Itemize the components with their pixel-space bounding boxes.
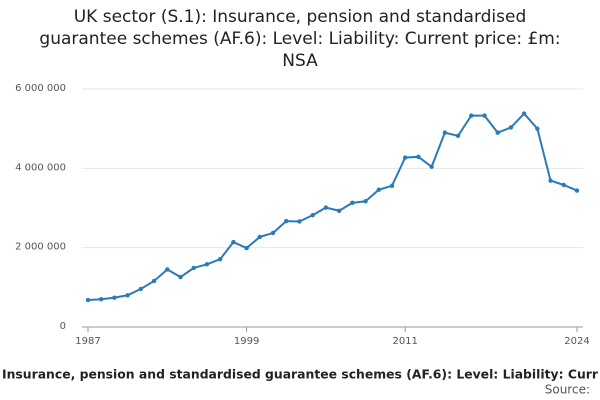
data-point [297, 219, 302, 224]
data-point [561, 182, 566, 188]
data-point [389, 183, 395, 188]
data-point [191, 265, 196, 271]
data-point [495, 130, 500, 135]
data-point [151, 278, 157, 284]
data-point [112, 295, 117, 300]
y-tick-label: 0 [60, 321, 66, 332]
data-point [416, 154, 421, 160]
data-point [323, 205, 329, 210]
data-point [284, 218, 289, 224]
y-tick-label: 2 000 000 [15, 242, 66, 253]
x-axis-label: Insurance, pension and standardised guar… [2, 368, 598, 382]
data-point [336, 208, 342, 213]
x-tick-label: 2011 [392, 336, 417, 347]
data-point [204, 262, 210, 267]
x-tick-label: 2024 [564, 336, 589, 347]
data-point [521, 111, 527, 116]
y-tick-label: 4 000 000 [15, 162, 66, 173]
chart-title: UK sector (S.1): Insurance, pension and … [39, 7, 561, 71]
data-point [99, 297, 104, 302]
data-point [231, 239, 236, 245]
data-point [363, 199, 368, 204]
data-point [508, 125, 514, 130]
y-tick-label: 6 000 000 [15, 83, 66, 94]
data-point [429, 164, 434, 169]
data-point [350, 200, 355, 206]
data-point [469, 113, 474, 118]
data-point [85, 297, 91, 303]
x-tick-label: 1999 [234, 336, 259, 347]
x-tick-label: 1987 [75, 336, 100, 347]
data-point [244, 245, 249, 251]
data-point [125, 293, 130, 298]
data-point [376, 187, 381, 192]
data-point [138, 286, 144, 292]
data-point [442, 130, 448, 135]
data-point [548, 178, 553, 183]
data-point [310, 212, 315, 218]
data-point [178, 274, 183, 280]
series-line [87, 112, 578, 302]
data-point [402, 155, 408, 160]
data-point [482, 113, 487, 118]
data-point [455, 133, 461, 139]
data-point [217, 256, 223, 262]
data-point [270, 230, 276, 236]
source: Source: [545, 383, 590, 397]
data-point [535, 126, 540, 131]
data-point [257, 234, 263, 240]
data-point [574, 188, 580, 193]
data-point [165, 267, 170, 272]
